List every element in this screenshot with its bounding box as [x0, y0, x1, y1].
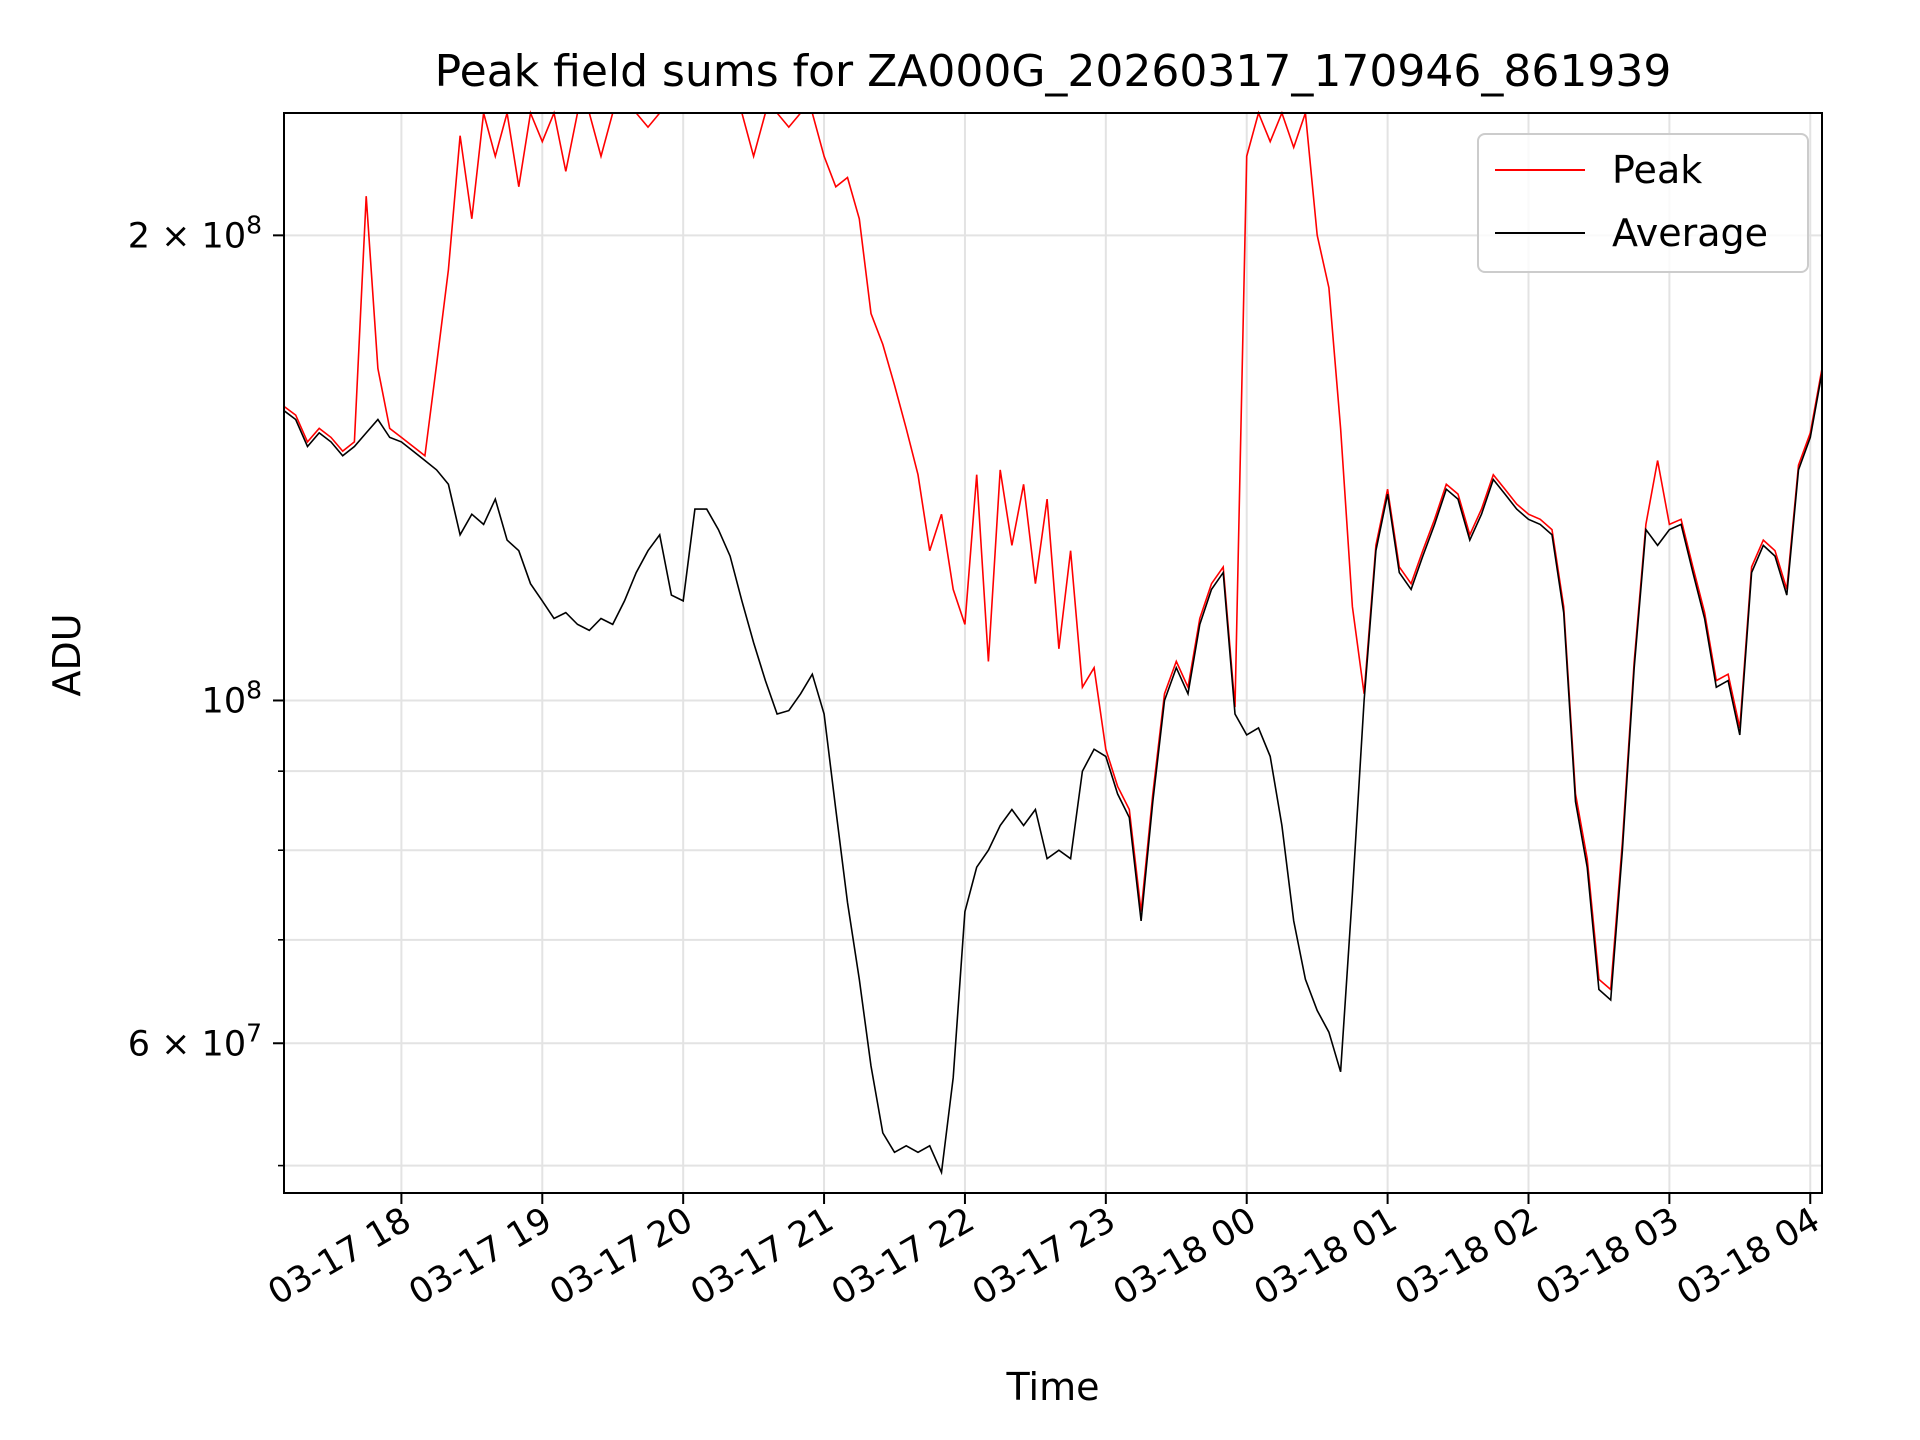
- legend-label-peak: Peak: [1612, 148, 1702, 192]
- y-tick-mantissa: 10: [202, 216, 247, 256]
- y-tick-label: 108: [202, 675, 262, 721]
- legend: Peak Average: [1477, 133, 1809, 273]
- axes-frame: [283, 112, 1823, 1194]
- x-tick-label: 03-17 20: [543, 1200, 699, 1313]
- series-line-average: [283, 372, 1823, 1176]
- legend-label-average: Average: [1612, 211, 1768, 255]
- grid: [284, 113, 1822, 1193]
- y-tick-exponent: 8: [246, 210, 262, 239]
- x-tick-label: 03-18 02: [1389, 1200, 1545, 1313]
- legend-box: [1477, 133, 1809, 273]
- x-tick-label: 03-17 22: [825, 1200, 981, 1313]
- y-tick-mantissa: 10: [202, 681, 247, 721]
- y-tick-mantissa: 6 ×: [128, 1024, 202, 1064]
- axes-border: [283, 112, 1823, 1194]
- y-tick-label: 6 × 107: [128, 1018, 262, 1064]
- x-tick-label: 03-17 21: [684, 1200, 840, 1313]
- plot-area: [283, 110, 1823, 1176]
- y-tick-mantissa: 2 ×: [128, 216, 202, 256]
- x-tick-label: 03-17 18: [262, 1200, 418, 1313]
- chart-title: Peak field sums for ZA000G_20260317_1709…: [435, 46, 1672, 97]
- y-axis-label: ADU: [45, 613, 89, 696]
- x-tick-label: 03-18 00: [1107, 1200, 1263, 1313]
- y-tick-exponent: 8: [246, 675, 262, 704]
- x-tick-label: 03-18 01: [1248, 1200, 1404, 1313]
- y-tick-label: 2 × 108: [128, 210, 262, 256]
- x-axis-label: Time: [1006, 1365, 1100, 1409]
- x-tick-label: 03-17 23: [966, 1200, 1122, 1313]
- y-tick-exponent: 7: [246, 1018, 262, 1047]
- x-tick-label: 03-18 03: [1530, 1200, 1686, 1313]
- x-tick-label: 03-17 19: [402, 1200, 558, 1313]
- x-tick-label: 03-18 04: [1670, 1200, 1826, 1313]
- y-tick-mantissa: 10: [202, 1024, 247, 1064]
